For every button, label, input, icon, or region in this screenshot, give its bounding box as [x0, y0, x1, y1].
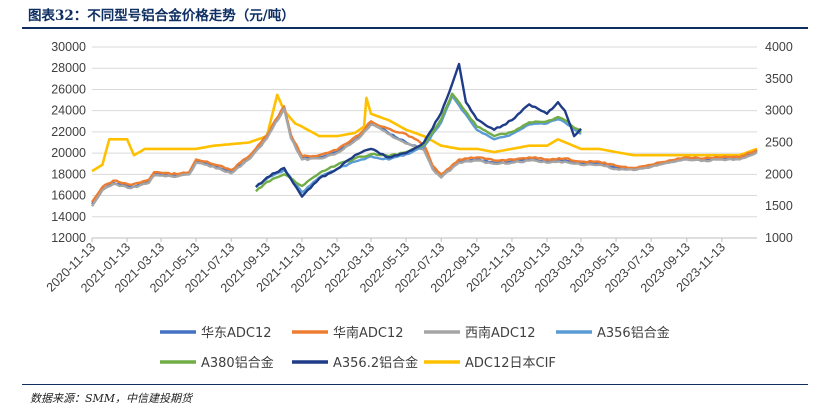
series-line-4	[255, 92, 582, 193]
y-left-tick-label: 20000	[51, 146, 86, 160]
data-source: 数据来源：SMM，中信建投期货	[30, 392, 193, 405]
chart-title: 图表32：不同型号铝合金价格走势（元/吨）	[28, 8, 295, 24]
y-left-tick-label: 24000	[51, 104, 86, 118]
legend-label: A380铝合金	[201, 355, 274, 371]
y-right-tick-label: 3000	[765, 104, 793, 118]
y-left-tick-label: 28000	[51, 61, 86, 75]
series-line-3	[255, 94, 582, 194]
series-line-2	[90, 107, 758, 207]
legend-label: ADC12日本CIF	[465, 356, 556, 371]
legend-label: A356.2铝合金	[333, 355, 418, 371]
series-line-6	[91, 93, 758, 173]
series-lines	[90, 62, 758, 207]
series-line-5	[255, 62, 582, 198]
series-line-1	[91, 105, 758, 203]
legend-label: 西南ADC12	[465, 325, 536, 341]
y-right-tick-label: 3500	[765, 72, 793, 86]
y-right-tick-label: 2500	[765, 136, 793, 150]
legend-label: A356铝合金	[597, 325, 670, 341]
y-right-tick-label: 4000	[765, 40, 793, 54]
y-left-tick-label: 30000	[51, 40, 86, 54]
title-rule	[22, 27, 808, 29]
y-left-tick-label: 12000	[51, 231, 86, 245]
y-right-tick-label: 1500	[765, 199, 793, 213]
y-right-tick-label: 2000	[765, 167, 793, 181]
axes: 12000 14000 16000 18000 20000 22000 24000 26000…	[44, 40, 793, 295]
y-right-tick-label: 1000	[765, 231, 793, 245]
legend-label: 华南ADC12	[333, 325, 404, 341]
legend-label: 华东ADC12	[201, 326, 272, 341]
legend: 华东ADC12 华南ADC12 西南ADC12 A356铝合金 A380铝合金 A356.…	[160, 325, 670, 371]
y-left-tick-label: 18000	[51, 167, 86, 181]
y-left-tick-label: 26000	[51, 82, 86, 96]
y-left-tick-label: 14000	[51, 210, 86, 224]
y-left-tick-label: 22000	[51, 125, 86, 139]
y-left-tick-label: 16000	[51, 189, 86, 203]
footer-rule	[22, 384, 808, 385]
